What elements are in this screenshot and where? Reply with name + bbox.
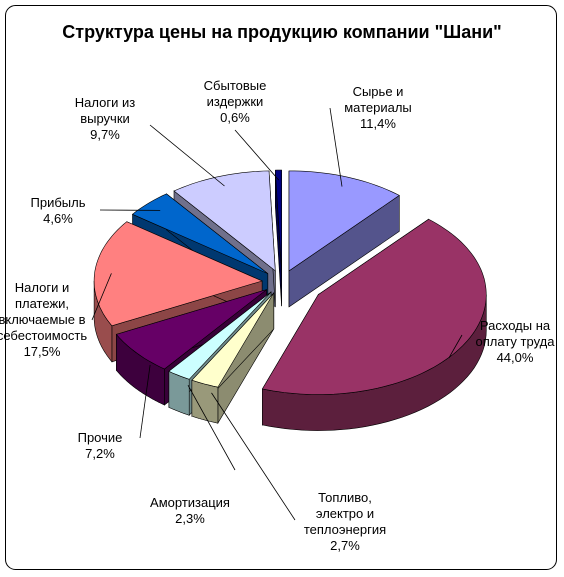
data-label: Топливо, электро и теплоэнергия 2,7% — [295, 490, 395, 554]
leader-line — [187, 385, 236, 471]
value-label: 44,0% — [496, 350, 534, 365]
slice — [261, 218, 487, 395]
data-label: Сбытовые издержки 0,6% — [185, 78, 285, 126]
data-label: Налоги из выручки 9,7% — [55, 95, 155, 143]
value-label: 2,3% — [175, 511, 205, 526]
value-label: 0,6% — [220, 110, 250, 125]
value-label: 9,7% — [90, 127, 120, 142]
slice — [115, 289, 267, 370]
category-label: Топливо, электро и теплоэнергия — [303, 490, 387, 537]
leader-line — [234, 129, 280, 181]
slice — [173, 170, 276, 272]
slice — [131, 193, 268, 274]
data-label: Расходы на оплату труда 44,0% — [465, 318, 564, 366]
data-label: Прибыль 4,6% — [18, 195, 98, 227]
data-label: Прочие 7,2% — [60, 430, 140, 462]
leader-line — [139, 364, 151, 439]
value-label: 11,4% — [360, 116, 396, 131]
category-label: Сырье и материалы — [344, 84, 412, 115]
slice — [168, 291, 272, 380]
leader-line — [149, 124, 225, 187]
category-label: Прочие — [77, 430, 123, 445]
category-label: Расходы на оплату труда — [475, 318, 555, 349]
slice — [288, 170, 400, 272]
leader-line — [91, 273, 112, 321]
leader-line — [211, 392, 296, 521]
category-label: Амортизация — [150, 495, 230, 510]
category-label: Налоги из выручки — [74, 95, 136, 126]
leader-line — [448, 334, 463, 359]
slice-side — [191, 379, 219, 424]
value-label: 2,7% — [330, 538, 360, 553]
category-label: Прибыль — [30, 195, 86, 210]
value-label: 17,5% — [23, 344, 61, 359]
category-label: Сбытовые издержки — [203, 78, 267, 109]
data-label: Налоги и платежи, включаемые в себестоим… — [0, 280, 90, 360]
data-label: Амортизация 2,3% — [135, 495, 245, 527]
slice — [191, 292, 275, 388]
slice — [274, 169, 282, 271]
value-label: 4,6% — [43, 211, 73, 226]
chart-title: Структура цены на продукцию компании "Ша… — [62, 22, 502, 42]
value-label: 7,2% — [85, 446, 115, 461]
slice — [93, 221, 263, 327]
data-label: Сырье и материалы 11,4% — [328, 84, 428, 132]
leader-line — [329, 107, 343, 187]
category-label: Налоги и платежи, включаемые в себестоим… — [0, 280, 88, 343]
